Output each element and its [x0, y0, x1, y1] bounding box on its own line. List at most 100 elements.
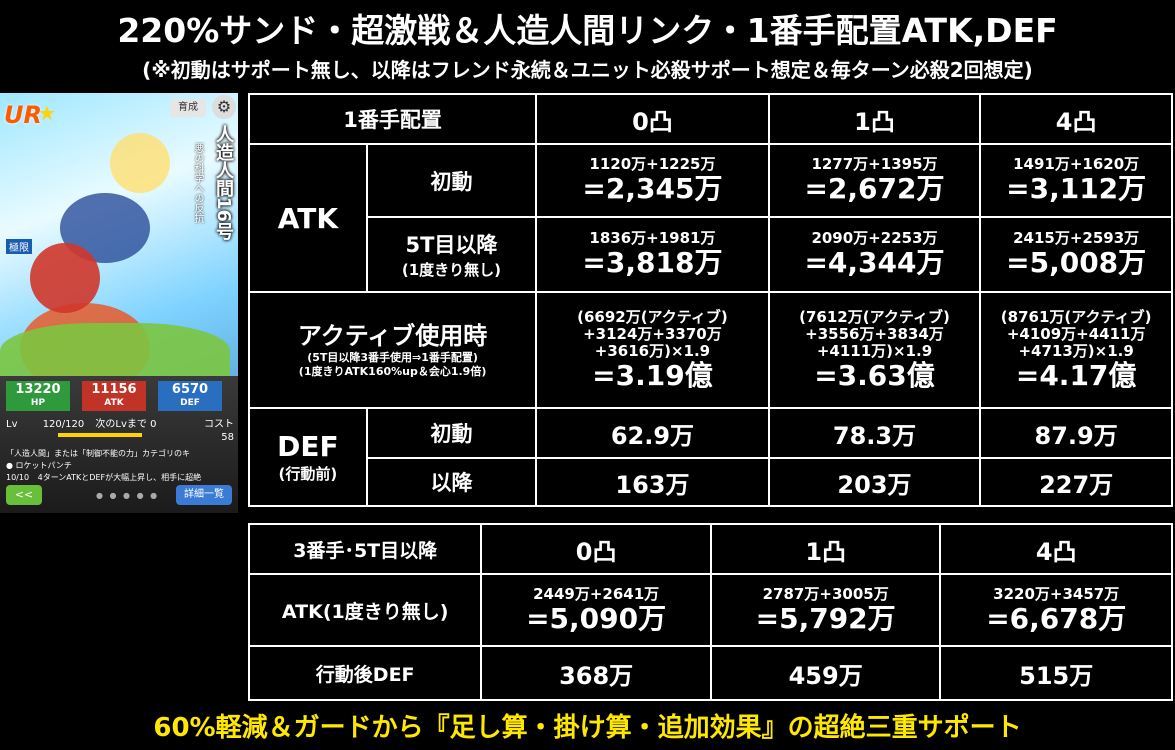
initial-label: 初動: [365, 143, 538, 218]
rarity-label: 極限: [6, 239, 32, 254]
active-cell-1: (7612万(アクティブ) +3556万+3834万 +4111万)×1.9 =…: [767, 291, 982, 409]
formula-line: (6692万(アクティブ): [577, 307, 728, 326]
active-note-1: (5T目以降3番手使用⇒1番手配置): [307, 351, 478, 364]
slot3-atk-2: 3220万+3457万 =6,678万: [939, 573, 1173, 647]
formula-line: +4109万+4411万: [1006, 324, 1146, 343]
def-after-label: 以降: [365, 457, 538, 507]
footer-caption: 60%軽減＆ガードから『足し算・掛け算・追加効果』の超絶三重サポート: [153, 713, 1022, 743]
star-icon: ★: [38, 101, 56, 125]
after5-label: 5T目以降: [405, 233, 498, 257]
table-row: 1番手配置 0凸 1凸 4凸: [247, 93, 1173, 145]
hp-label: HP: [30, 398, 46, 408]
col-1totsu: 1凸: [767, 93, 982, 145]
formula: 3220万+3457万: [993, 584, 1120, 603]
def-after-2: 227万: [979, 457, 1173, 507]
after5-cell-2: 2415万+2593万 =5,008万: [979, 216, 1173, 293]
after5-note: (1度きり無し): [401, 261, 502, 279]
formula: 2090万+2253万: [811, 229, 938, 247]
def-row-note: (行動前): [278, 465, 338, 483]
total: =3,818万: [582, 246, 723, 279]
character-attribute: 悪の科学への反抗: [192, 143, 203, 223]
active-note-2: (1度きりATK160%up＆会心1.9倍): [298, 365, 487, 378]
level-row: Lv 120/120 次のLvまで 0 コスト 58: [6, 415, 234, 443]
slot3-header: 3番手･5T目以降: [247, 523, 483, 575]
cost-label: コスト: [204, 419, 234, 430]
detail-button[interactable]: 詳細一覧: [176, 485, 232, 505]
def-value: 6570: [171, 382, 209, 397]
slot3-atk-1: 2787万+3005万 =5,792万: [709, 573, 942, 647]
table-row: ATK(1度きり無し) 2449万+2641万 =5,090万 2787万+300…: [247, 573, 1173, 647]
def-initial-2: 87.9万: [979, 407, 1173, 459]
slot1-table: 1番手配置 0凸 1凸 4凸 ATK 初動 1120万+1225万 =2,345万…: [247, 93, 1173, 507]
formula-line: +4713万)×1.9: [1018, 341, 1134, 360]
active-cell-2: (8761万(アクティブ) +4109万+4411万 +4713万)×1.9 =…: [979, 291, 1173, 409]
formula-line: (7612万(アクティブ): [799, 307, 950, 326]
slot3-def-0: 368万: [480, 645, 712, 701]
def-initial-0: 62.9万: [535, 407, 770, 459]
formula: 1120万+1225万: [589, 155, 716, 173]
after5-label-cell: 5T目以降 (1度きり無し): [365, 216, 538, 293]
hp-stat: 13220 HP: [6, 381, 70, 411]
total: =4,344万: [804, 246, 945, 279]
atk-row-label: ATK: [248, 143, 368, 293]
table-row: 5T目以降 (1度きり無し) 1836万+1981万 =3,818万 2090万+…: [249, 216, 1173, 293]
gear-icon[interactable]: ⚙: [212, 95, 236, 119]
atk-label: ATK: [104, 398, 124, 408]
def-after-0: 163万: [535, 457, 770, 507]
character-name: 人造人間16号: [213, 125, 234, 241]
formula-line: +3616万)×1.9: [594, 341, 711, 360]
page-subtitle: (※初動はサポート無し、以降はフレンド永続＆ユニット必殺サポート想定＆毎ターン必…: [142, 58, 1033, 82]
total: =6,678万: [986, 601, 1127, 635]
after5-cell-1: 2090万+2253万 =4,344万: [767, 216, 982, 293]
formula: 1491万+1620万: [1013, 155, 1140, 173]
total: =3.19億: [592, 358, 713, 392]
total: =5,090万: [526, 601, 667, 635]
atk-stat: 11156 ATK: [82, 381, 146, 411]
slot3-table: 3番手･5T目以降 0凸 1凸 4凸 ATK(1度きり無し) 2449万+264…: [247, 523, 1173, 701]
active-label: アクティブ使用時: [297, 322, 488, 350]
table-row: ATK 初動 1120万+1225万 =2,345万 1277万+1395万 =2,…: [248, 143, 1173, 293]
hp-value: 13220: [15, 382, 61, 397]
total: =3.63億: [814, 358, 935, 392]
card-art-yellow: [110, 133, 170, 193]
def-label: DEF: [180, 398, 200, 408]
total: =4.17億: [1015, 358, 1137, 392]
initial-cell-0: 1120万+1225万 =2,345万: [535, 143, 770, 218]
formula-line: +3124万+3370万: [583, 324, 722, 343]
back-button[interactable]: <<: [6, 485, 42, 505]
table-row: 3番手･5T目以降 0凸 1凸 4凸: [247, 523, 1173, 575]
slot1-header: 1番手配置: [247, 93, 538, 145]
total: =2,345万: [582, 172, 723, 205]
formula: 2449万+2641万: [533, 584, 660, 603]
slot3-atk-label: ATK(1度きり無し): [247, 573, 483, 647]
slot3-atk-0: 2449万+2641万 =5,090万: [480, 573, 712, 647]
col-4totsu: 4凸: [939, 523, 1173, 575]
total: =5,008万: [1006, 246, 1147, 279]
initial-cell-1: 1277万+1395万 =2,672万: [767, 143, 982, 218]
formula-line: (8761万(アクティブ): [1000, 307, 1152, 326]
skill-text-3: 4ターンATKとDEFが大幅上昇し、相手に超絶: [37, 473, 202, 482]
slot3-def-1: 459万: [709, 645, 942, 701]
page-title: 220%サンド・超激戦＆人造人間リンク・1番手配置ATK,DEF: [117, 11, 1058, 50]
slot3-def-label: 行動後DEF: [247, 645, 483, 701]
active-label-cell: アクティブ使用時 (5T目以降3番手使用⇒1番手配置) (1度きりATK160%…: [247, 291, 538, 409]
initial-cell-2: 1491万+1620万 =3,112万: [979, 143, 1173, 218]
table-row: DEF (行動前) 初動 62.9万 78.3万 87.9万: [248, 407, 1173, 507]
level-bar-fill: [58, 433, 142, 437]
slot3-def-2: 515万: [939, 645, 1173, 701]
total: =3,112万: [1006, 172, 1147, 205]
cost-value: 58: [221, 432, 234, 443]
atk-value: 11156: [91, 382, 137, 397]
skill-text-2: ロケットパンチ: [15, 461, 72, 470]
def-initial-label: 初動: [365, 407, 538, 459]
growth-button[interactable]: 育成: [170, 99, 206, 117]
character-card[interactable]: UR ★ 育成 ⚙ 人造人間16号 悪の科学への反抗 極限 13220 HP 1…: [0, 93, 238, 513]
def-after-1: 203万: [767, 457, 982, 507]
col-4totsu: 4凸: [979, 93, 1173, 145]
next-lv: 次のLvまで 0: [95, 419, 157, 430]
col-0totsu: 0凸: [480, 523, 712, 575]
after5-cell-0: 1836万+1981万 =3,818万: [535, 216, 770, 293]
level-bar: [58, 433, 142, 437]
formula: 2787万+3005万: [762, 584, 889, 603]
card-art-red: [30, 243, 100, 313]
